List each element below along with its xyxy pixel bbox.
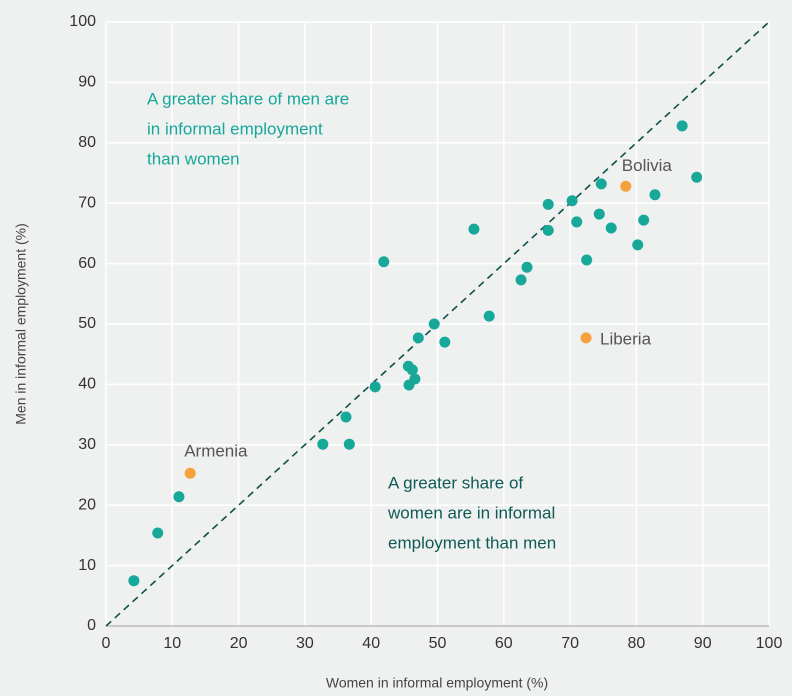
y-tick-label: 70 <box>78 194 96 211</box>
point <box>369 381 381 393</box>
x-tick-label: 20 <box>230 635 248 652</box>
point <box>343 438 355 450</box>
point <box>483 310 495 322</box>
point <box>638 214 650 226</box>
point <box>173 491 185 503</box>
point <box>412 332 424 344</box>
x-tick-label: 70 <box>561 635 579 652</box>
y-tick-label: 50 <box>78 315 96 332</box>
x-tick-label: 100 <box>756 635 783 652</box>
point-label: Liberia <box>600 329 652 348</box>
point <box>521 261 533 273</box>
point <box>515 274 527 286</box>
y-tick-label: 30 <box>78 436 96 453</box>
point <box>184 467 196 479</box>
annotation: employment than men <box>388 533 556 552</box>
point <box>649 189 661 201</box>
y-tick-label: 80 <box>78 134 96 151</box>
point <box>581 254 593 266</box>
annotation: women are in informal <box>387 503 555 522</box>
point <box>378 256 390 268</box>
point <box>632 239 644 251</box>
point <box>152 527 164 539</box>
annotation: in informal employment <box>147 119 323 138</box>
point <box>571 216 583 228</box>
x-tick-label: 60 <box>495 635 513 652</box>
point <box>593 208 605 220</box>
y-tick-label: 100 <box>69 13 96 30</box>
point <box>691 171 703 183</box>
x-axis-title: Women in informal employment (%) <box>326 675 548 691</box>
x-tick-label: 0 <box>102 635 111 652</box>
point <box>605 222 617 234</box>
point <box>468 223 480 235</box>
y-tick-label: 90 <box>78 74 96 91</box>
annotation: A greater share of <box>388 473 523 492</box>
point <box>595 178 607 190</box>
point-label: Bolivia <box>622 156 673 175</box>
point <box>439 336 451 348</box>
x-tick-label: 10 <box>163 635 181 652</box>
annotation: than women <box>147 149 240 168</box>
point <box>566 195 578 207</box>
point <box>620 180 632 192</box>
annotation: A greater share of men are <box>147 89 349 108</box>
point <box>409 373 421 385</box>
point <box>128 575 140 587</box>
point-label: Armenia <box>184 442 248 461</box>
x-tick-label: 40 <box>362 635 380 652</box>
point <box>542 224 554 236</box>
y-tick-label: 60 <box>78 255 96 272</box>
point <box>406 364 418 376</box>
y-tick-label: 0 <box>87 617 96 634</box>
y-tick-label: 20 <box>78 496 96 513</box>
x-tick-label: 50 <box>429 635 447 652</box>
y-tick-label: 10 <box>78 557 96 574</box>
y-tick-label: 40 <box>78 376 96 393</box>
y-axis-title: Men in informal employment (%) <box>13 223 29 425</box>
x-tick-label: 90 <box>694 635 712 652</box>
point <box>676 120 688 132</box>
x-tick-label: 80 <box>628 635 646 652</box>
point <box>317 438 329 450</box>
point <box>428 318 440 330</box>
x-tick-label: 30 <box>296 635 314 652</box>
point <box>542 198 554 210</box>
point <box>580 332 592 344</box>
point <box>340 411 352 423</box>
